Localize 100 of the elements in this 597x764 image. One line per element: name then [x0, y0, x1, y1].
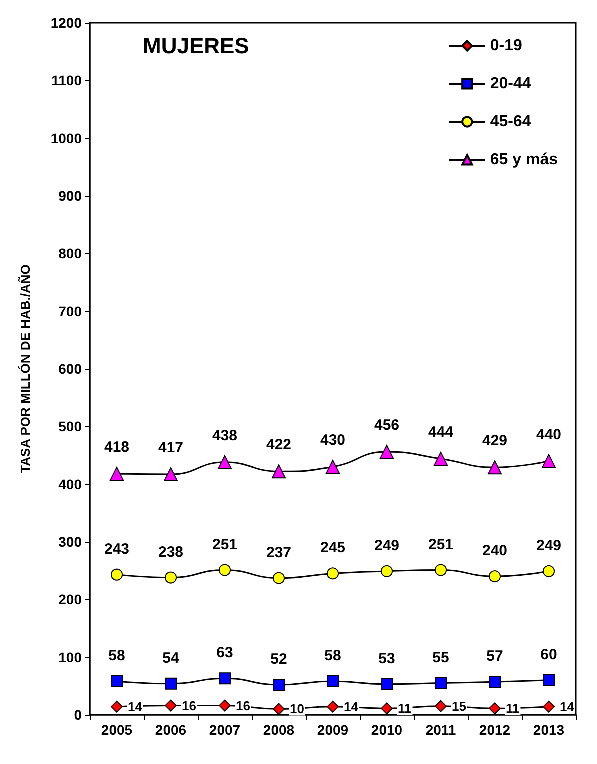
- data-label: 417: [158, 440, 184, 457]
- y-tick-label: 700: [58, 303, 82, 320]
- legend-label: 20-44: [490, 76, 532, 92]
- legend-label: 0-19: [490, 38, 523, 54]
- data-label: 251: [212, 536, 238, 554]
- point: [327, 676, 339, 688]
- y-tick-label: 800: [58, 246, 82, 262]
- data-label: 15: [452, 698, 466, 714]
- point: [219, 564, 231, 576]
- x-tick-label: 2007: [209, 722, 241, 738]
- y-tick-label: 100: [58, 649, 82, 666]
- point: [489, 676, 501, 688]
- point: [111, 700, 123, 713]
- data-label: 418: [104, 438, 130, 456]
- data-label: 58: [324, 648, 342, 665]
- y-tick-label: 1000: [50, 130, 82, 146]
- data-label: 57: [486, 648, 504, 666]
- data-label: 430: [320, 432, 346, 450]
- y-tick-label: 500: [58, 418, 82, 435]
- point: [543, 700, 555, 713]
- y-tick-label: 300: [58, 534, 82, 550]
- data-label: 240: [482, 542, 508, 560]
- x-tick-label: 2011: [426, 722, 456, 738]
- point: [381, 565, 393, 578]
- y-tick-label: 400: [58, 476, 82, 492]
- data-label: 249: [374, 537, 400, 554]
- data-label: 16: [236, 698, 250, 714]
- data-label: 438: [212, 427, 238, 444]
- data-label: 429: [482, 432, 508, 450]
- point: [164, 468, 178, 482]
- point: [219, 700, 231, 712]
- point: [165, 700, 177, 712]
- point: [273, 679, 285, 692]
- data-label: 11: [398, 701, 412, 716]
- point: [435, 677, 447, 690]
- data-label: 11: [506, 701, 520, 716]
- data-label: 14: [344, 699, 360, 714]
- x-tick-label: 2008: [263, 722, 295, 738]
- data-label: 58: [108, 648, 126, 665]
- data-label: 422: [266, 436, 292, 454]
- x-tick-label: 2013: [533, 722, 565, 738]
- data-label: 54: [162, 650, 180, 667]
- text: MUJERES: [143, 34, 250, 58]
- point: [327, 568, 339, 580]
- y-axis-title: TASA POR MILLÓN DE HAB./AÑO: [18, 264, 33, 474]
- point: [488, 460, 502, 475]
- data-label: 52: [270, 651, 288, 668]
- point: [381, 702, 393, 715]
- data-label: 243: [104, 540, 130, 558]
- data-label: 60: [540, 646, 558, 664]
- point: [327, 700, 339, 713]
- point: [219, 672, 231, 685]
- point: [165, 678, 177, 690]
- data-label: 63: [216, 644, 234, 662]
- y-tick-label: 200: [58, 592, 82, 608]
- data-label: 55: [432, 649, 450, 666]
- point: [543, 674, 555, 686]
- point: [326, 460, 340, 474]
- legend-label: 65 y más: [490, 152, 558, 168]
- point: [272, 464, 286, 479]
- data-label: 14: [560, 699, 576, 714]
- data-label: 251: [428, 536, 454, 554]
- data-label: 10: [290, 702, 304, 717]
- point: [381, 678, 393, 690]
- point: [218, 455, 232, 470]
- x-tick-label: 2009: [317, 722, 349, 738]
- data-label: 237: [266, 544, 292, 562]
- point: [273, 572, 285, 584]
- point: [435, 700, 447, 712]
- point: [165, 572, 177, 584]
- data-label: 444: [428, 424, 454, 441]
- data-label: 14: [128, 699, 144, 714]
- data-label: 440: [536, 426, 562, 444]
- point: [489, 570, 501, 583]
- data-label: 249: [536, 537, 562, 554]
- y-tick-label: 600: [58, 361, 82, 377]
- point: [542, 454, 556, 468]
- point: [273, 703, 285, 716]
- point: [380, 445, 394, 460]
- data-label: 16: [182, 698, 196, 714]
- legend-label: 45-64: [490, 114, 532, 130]
- point: [543, 565, 555, 578]
- x-tick-label: 2012: [479, 722, 511, 738]
- point: [489, 702, 501, 715]
- x-tick-label: 2005: [101, 722, 133, 738]
- point: [435, 564, 447, 576]
- point: [111, 568, 123, 581]
- data-label: 456: [374, 417, 400, 434]
- y-tick-label: 1100: [52, 72, 82, 89]
- point: [434, 452, 448, 466]
- x-tick-label: 2006: [155, 722, 187, 738]
- data-label: 245: [320, 540, 346, 557]
- data-label: 238: [158, 544, 184, 561]
- data-label: 53: [378, 650, 396, 668]
- y-tick-label: 0: [74, 707, 82, 723]
- y-tick-label: 900: [58, 188, 82, 204]
- point: [111, 676, 123, 688]
- x-tick-label: 2010: [371, 722, 403, 738]
- point: [110, 466, 124, 481]
- y-tick-label: 1200: [50, 15, 82, 31]
